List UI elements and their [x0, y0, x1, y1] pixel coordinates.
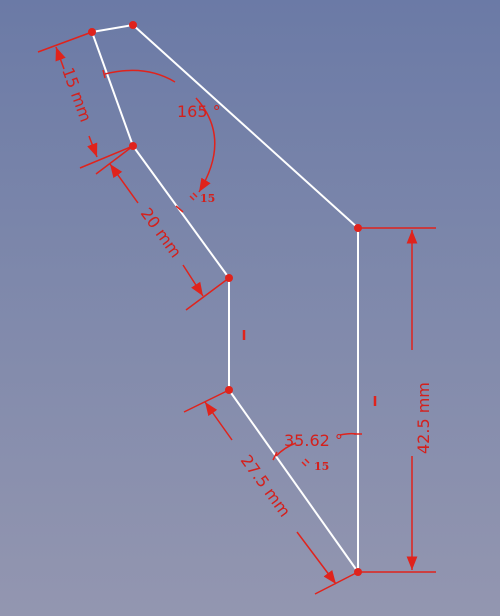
constraint-layer: [37, 31, 436, 595]
dimension-20mm[interactable]: [95, 145, 230, 311]
vertex[interactable]: [129, 142, 137, 150]
vertex[interactable]: [88, 28, 96, 36]
edge-top-right-diagonal[interactable]: [132, 24, 359, 229]
vertex[interactable]: [225, 274, 233, 282]
edge-bottom-diagonal[interactable]: [228, 389, 359, 573]
equal-constraint-label-lower: 15: [314, 460, 329, 473]
sketch-geometry: [91, 24, 359, 573]
equal-constraint-lower[interactable]: [301, 458, 310, 467]
edge-top[interactable]: [91, 24, 134, 33]
vertex[interactable]: [354, 224, 362, 232]
dimension-42-5mm[interactable]: [358, 227, 436, 573]
equal-constraint-label-upper: 15: [200, 192, 215, 205]
vertex[interactable]: [225, 386, 233, 394]
sketch-vertices: [88, 21, 362, 576]
dimension-15mm[interactable]: [37, 31, 134, 169]
dimension-27-5mm[interactable]: [183, 389, 359, 595]
angle-label-35-62[interactable]: 35.62 °: [284, 431, 343, 450]
vertical-constraints: [242, 330, 377, 406]
angle-35-62[interactable]: [272, 432, 362, 461]
edge-upper-left[interactable]: [91, 31, 134, 147]
dimension-label-27-5mm[interactable]: 27.5 mm: [237, 451, 295, 520]
edge-middle-diagonal[interactable]: [132, 145, 230, 279]
angle-label-165[interactable]: 165 °: [177, 102, 221, 121]
equal-constraint-upper[interactable]: [189, 192, 198, 201]
angle-165[interactable]: [102, 69, 216, 213]
dimension-label-20mm[interactable]: 20 mm: [137, 204, 186, 261]
vertex[interactable]: [354, 568, 362, 576]
dimension-label-42-5mm[interactable]: 42.5 mm: [414, 382, 433, 454]
vertex[interactable]: [129, 21, 137, 29]
dimension-label-15mm[interactable]: 15 mm: [58, 65, 95, 125]
